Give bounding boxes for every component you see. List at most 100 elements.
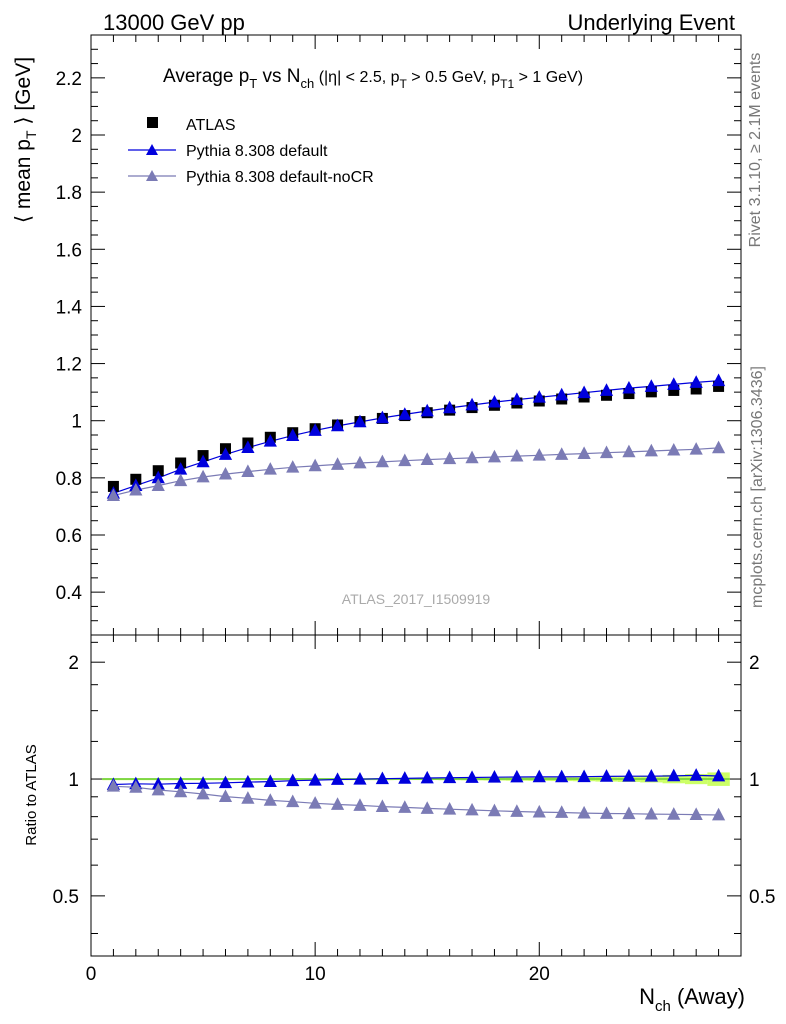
- point-nocr: [487, 449, 502, 463]
- point-nocr: [398, 453, 412, 467]
- point-nocr: [622, 444, 636, 458]
- svg-text:Ratio to ATLAS: Ratio to ATLAS: [23, 744, 40, 845]
- point-default: [555, 387, 569, 401]
- ratio-point-default: [711, 768, 726, 782]
- point-default: [174, 462, 188, 475]
- ratio-y-axis-title: Ratio to ATLAS: [23, 744, 40, 845]
- point-default: [196, 454, 210, 468]
- ratio-point-default: [443, 770, 457, 784]
- ratio-point-nocr: [263, 793, 277, 806]
- rivet-version-label: Rivet 3.1.10, ≥ 2.1M events: [747, 53, 764, 248]
- ratio-point-nocr: [487, 803, 502, 817]
- ratio-panel-frame: [90, 634, 742, 957]
- point-default: [375, 410, 389, 424]
- ratio-point-default: [555, 769, 569, 783]
- main-y-tick-label: 2: [71, 126, 82, 147]
- mcplots-label: mcplots.cern.ch [arXiv:1306.3436]: [749, 366, 766, 608]
- point-nocr: [196, 469, 210, 483]
- x-axis-title: Nch (Away): [639, 984, 745, 1015]
- point-nocr: [689, 442, 703, 455]
- ratio-point-nocr: [555, 805, 569, 818]
- ratio-point-nocr: [241, 791, 255, 804]
- point-nocr: [375, 454, 389, 468]
- ratio-point-default: [263, 774, 277, 787]
- plot-title: Average pT vs Nch (|η| < 2.5, pT > 0.5 G…: [163, 66, 583, 91]
- point-nocr: [644, 443, 658, 457]
- legend-marker-default: [146, 144, 158, 155]
- ratio-y-tick-label: 1: [68, 770, 79, 791]
- header-left: 13000 GeV pp: [103, 10, 245, 35]
- ratio-point-default: [218, 775, 233, 789]
- ratio-point-nocr: [689, 807, 703, 820]
- point-nocr: [711, 440, 726, 454]
- ratio-point-default: [532, 769, 546, 783]
- main-y-tick-label: 1.2: [56, 355, 82, 376]
- point-default: [532, 390, 546, 403]
- point-nocr: [555, 447, 569, 460]
- ratio-point-nocr: [667, 807, 681, 820]
- ratio-point-nocr: [599, 806, 614, 819]
- ratio-y-tick-label: 0.5: [53, 887, 79, 908]
- ratio-point-nocr: [196, 786, 210, 800]
- marks-layer: [102, 373, 730, 821]
- point-nocr: [174, 473, 188, 487]
- ratio-point-nocr: [330, 797, 345, 810]
- atlas-point: [623, 388, 635, 400]
- ratio-point-default: [308, 773, 322, 786]
- ratio-point-default: [487, 769, 502, 783]
- ratio-point-nocr: [532, 804, 546, 818]
- svg-text:Nch (Away): Nch (Away): [639, 984, 745, 1015]
- point-nocr: [532, 448, 546, 461]
- point-default: [465, 397, 479, 411]
- atlas-point: [690, 383, 702, 395]
- main-y-tick-label: 0.8: [56, 469, 82, 490]
- point-nocr: [667, 442, 681, 456]
- ratio-point-nocr: [218, 789, 233, 803]
- x-tick-label: 10: [305, 964, 326, 985]
- point-default: [218, 447, 233, 460]
- ratio-point-nocr: [106, 779, 121, 792]
- ratio-point-nocr: [286, 794, 300, 808]
- main-y-tick-label: 2.2: [56, 69, 82, 90]
- ratio-point-default: [286, 773, 300, 787]
- main-y-tick-label: 1.8: [56, 183, 82, 204]
- ratio-point-default: [174, 776, 188, 789]
- ratio-point-nocr: [622, 806, 636, 820]
- point-nocr: [599, 445, 614, 459]
- ratio-point-nocr: [465, 802, 479, 816]
- ratio-point-nocr: [443, 802, 457, 815]
- legend-marker-nocr: [146, 170, 158, 181]
- svg-text:mcplots.cern.ch [arXiv:1306.34: mcplots.cern.ch [arXiv:1306.3436]: [749, 366, 766, 608]
- point-default: [644, 379, 658, 392]
- point-nocr: [577, 446, 591, 459]
- point-default: [286, 428, 300, 441]
- main-y-tick-label: 1.6: [56, 240, 82, 261]
- point-default: [308, 423, 322, 436]
- ratio-point-nocr: [174, 784, 188, 798]
- ratio-line-default: [113, 774, 719, 786]
- ratio-point-nocr: [510, 804, 524, 817]
- point-default: [241, 440, 255, 453]
- point-nocr: [241, 464, 255, 477]
- ratio-point-default: [577, 769, 591, 783]
- legend-label-atlas: ATLAS: [186, 117, 236, 134]
- ratio-point-default: [689, 768, 703, 781]
- ratio-y-tick-label-right: 2: [749, 653, 760, 674]
- point-nocr: [106, 488, 121, 501]
- x-tick-label: 20: [529, 964, 550, 985]
- point-nocr: [129, 482, 143, 496]
- point-default: [667, 377, 681, 390]
- point-default: [622, 380, 636, 394]
- ratio-point-nocr: [420, 801, 434, 814]
- point-nocr: [218, 466, 233, 480]
- ratio-point-default: [398, 771, 412, 784]
- point-nocr: [465, 450, 479, 464]
- main-y-axis-title: ⟨ mean pT ⟩ [GeV]: [12, 57, 39, 223]
- svg-text:Rivet 3.1.10, ≥ 2.1M events: Rivet 3.1.10, ≥ 2.1M events: [747, 53, 764, 248]
- ratio-point-nocr: [711, 807, 726, 821]
- atlas-point: [713, 380, 725, 392]
- ratio-point-nocr: [375, 799, 389, 813]
- main-y-tick-label: 0.6: [56, 526, 82, 547]
- ratio-point-nocr: [308, 796, 322, 809]
- ratio-point-default: [510, 769, 524, 783]
